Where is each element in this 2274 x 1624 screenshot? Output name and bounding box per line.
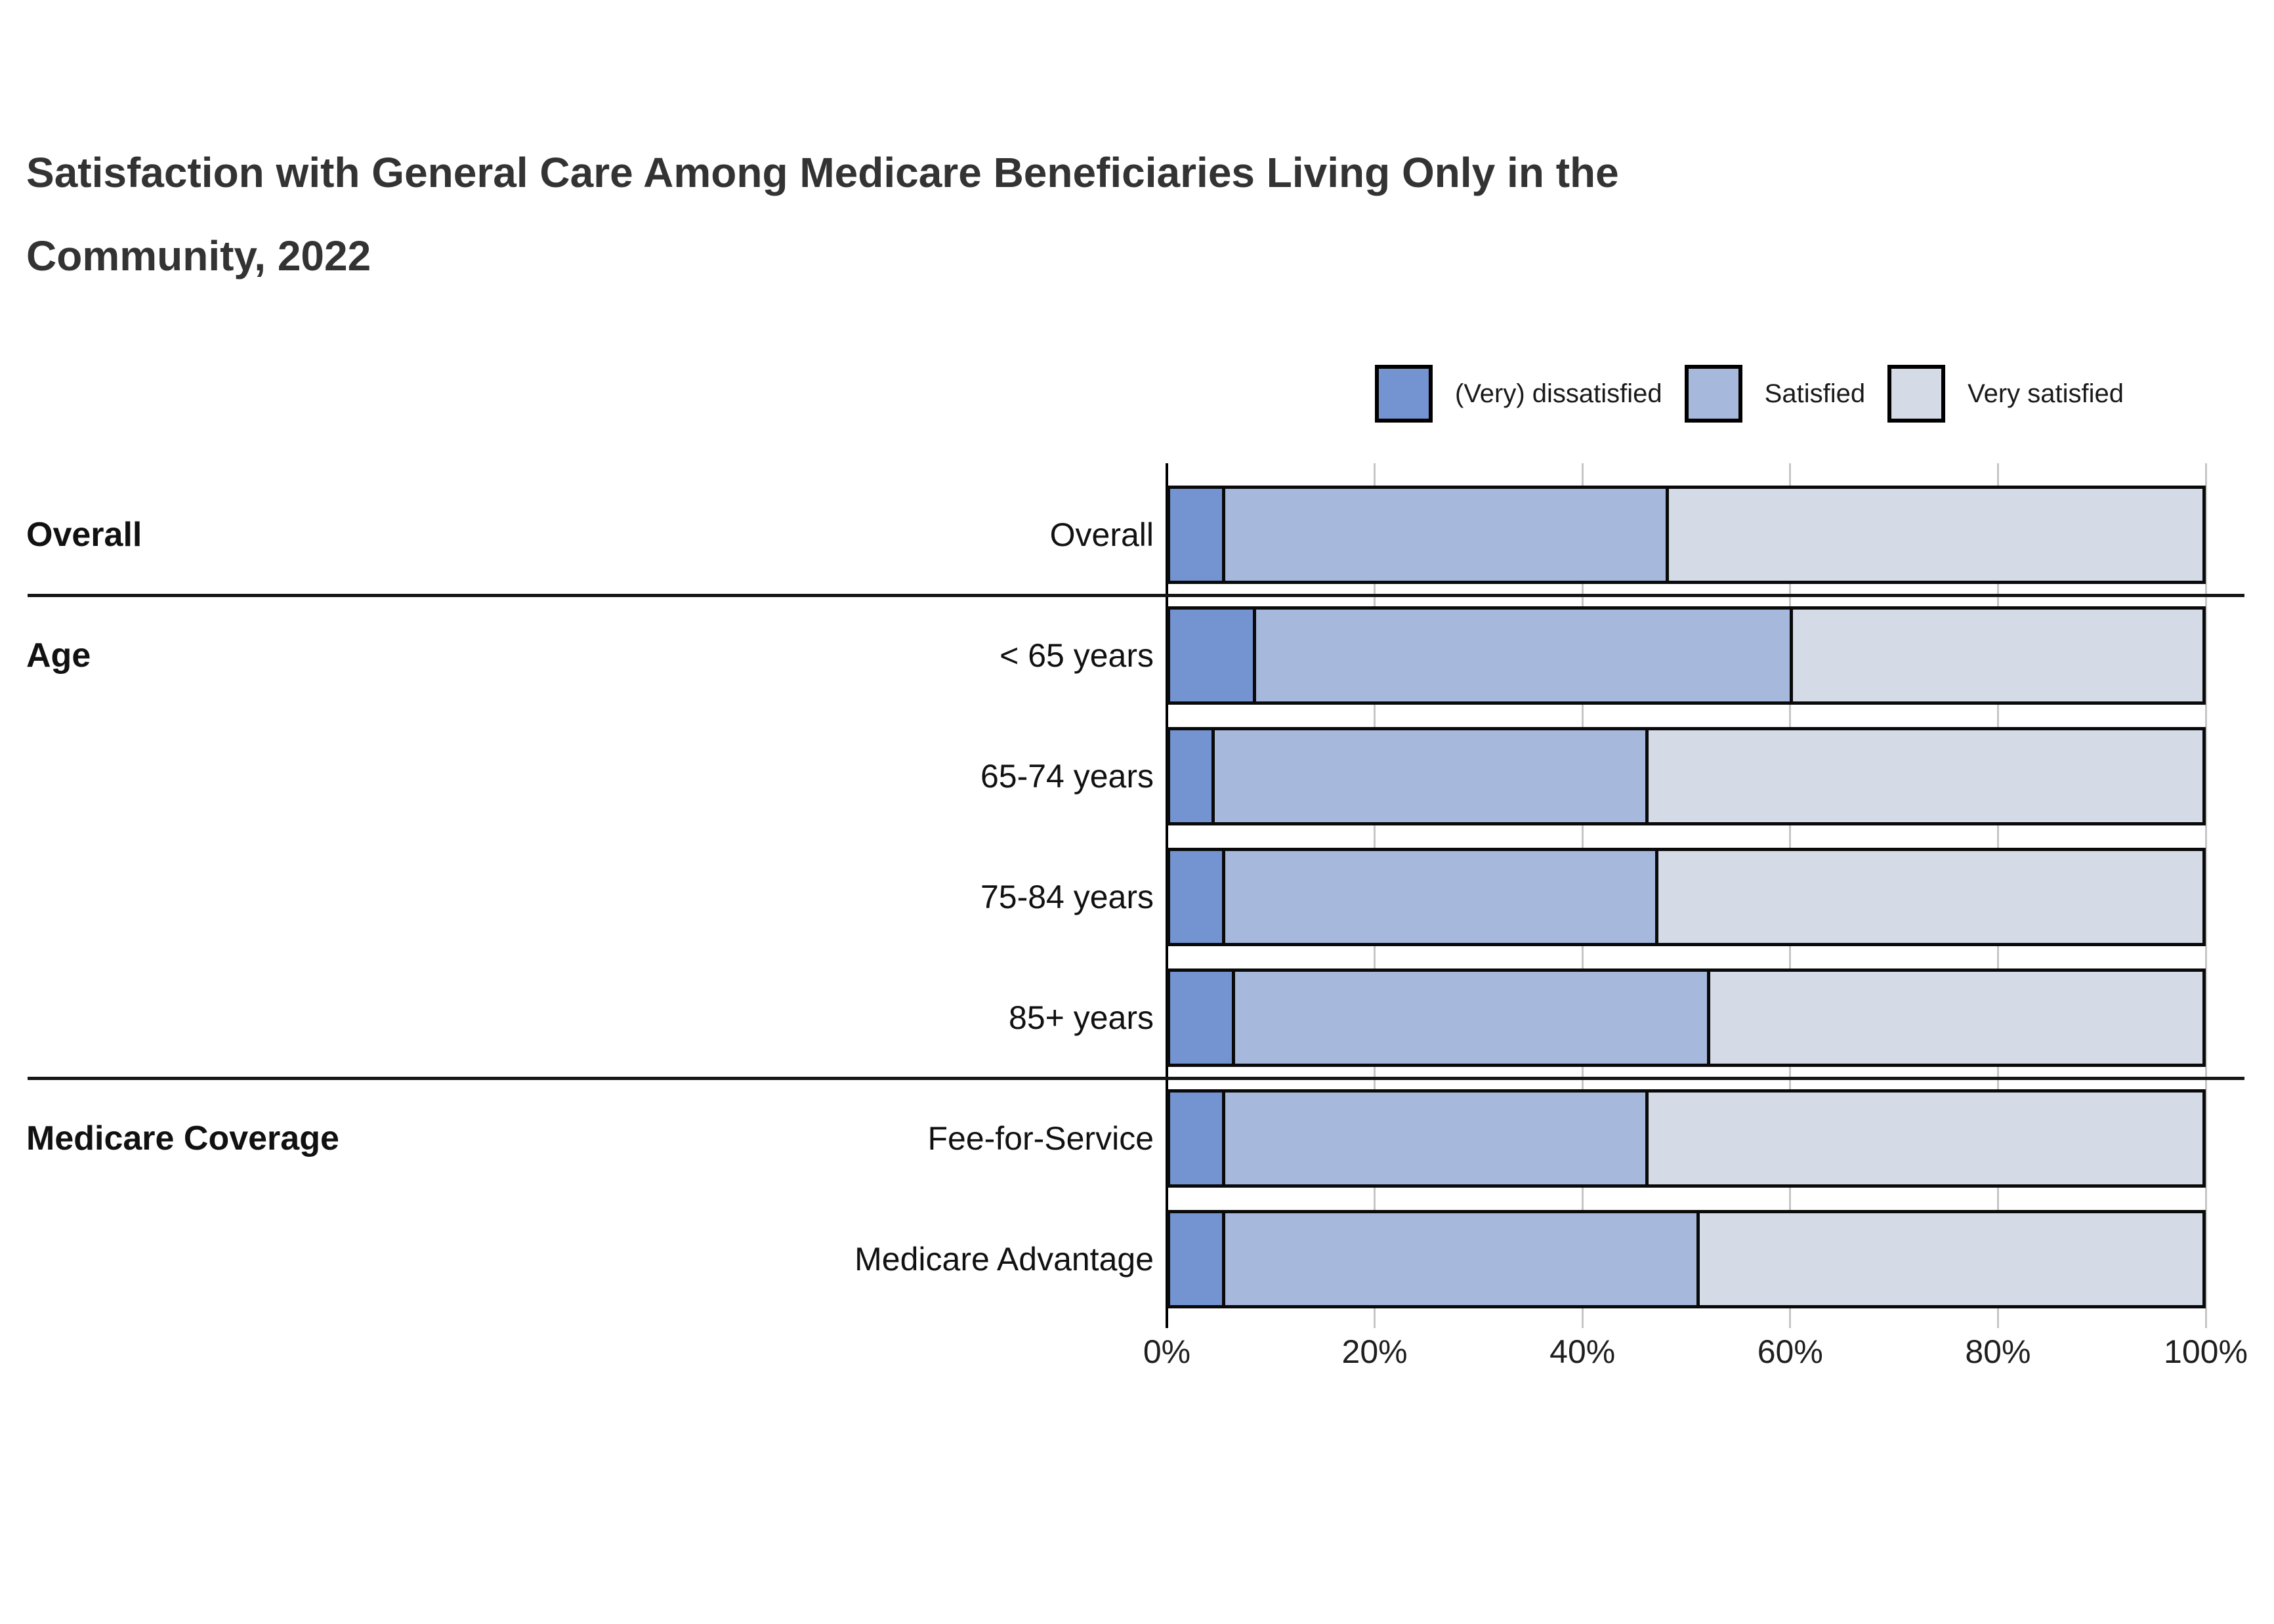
group-separator <box>28 593 2244 597</box>
group-label: Medicare Coverage <box>26 1119 339 1157</box>
bar-row <box>1167 1089 2206 1188</box>
bar-segment-very-satisfied <box>1696 1213 2202 1305</box>
row-label: 75-84 years <box>980 879 1154 915</box>
x-tick-label: 100% <box>2164 1333 2248 1370</box>
x-tick-label: 0% <box>1143 1333 1191 1370</box>
bar-segment-dissatisfied <box>1170 851 1222 943</box>
bar-row <box>1167 606 2206 705</box>
row-label: Overall <box>1049 516 1154 553</box>
legend-swatch-icon <box>1684 365 1742 423</box>
legend-label: (Very) dissatisfied <box>1455 379 1662 408</box>
x-tick-label: 20% <box>1341 1333 1408 1370</box>
x-tick-label: 60% <box>1757 1333 1823 1370</box>
chart-title-line-1: Satisfaction with General Care Among Med… <box>26 149 1619 196</box>
bar-segment-satisfied <box>1221 851 1656 943</box>
bar-segment-very-satisfied <box>1789 610 2202 701</box>
group-label: Overall <box>26 516 142 554</box>
bar-segment-dissatisfied <box>1170 1213 1222 1305</box>
legend-item: Very satisfied <box>1887 365 2124 423</box>
legend-label: Satisfied <box>1764 379 1866 408</box>
bar-segment-very-satisfied <box>1645 1093 2202 1184</box>
bar-row <box>1167 968 2206 1067</box>
bar-segment-dissatisfied <box>1170 610 1253 701</box>
bar-segment-very-satisfied <box>1666 489 2202 581</box>
bar-row <box>1167 727 2206 825</box>
bar-row <box>1167 848 2206 946</box>
bar-segment-very-satisfied <box>1655 851 2202 943</box>
bar-segment-satisfied <box>1232 972 1707 1064</box>
x-tick-label: 80% <box>1965 1333 2031 1370</box>
bar-segment-satisfied <box>1221 1093 1645 1184</box>
row-label: Medicare Advantage <box>854 1241 1154 1278</box>
row-label: < 65 years <box>1000 637 1154 674</box>
group-label: Age <box>26 636 91 675</box>
bar-row <box>1167 486 2206 584</box>
bar-segment-dissatisfied <box>1170 730 1211 822</box>
bar-row <box>1167 1210 2206 1308</box>
bar-segment-very-satisfied <box>1706 972 2202 1064</box>
chart-title: Satisfaction with General Care Among Med… <box>26 131 2244 298</box>
legend-item: (Very) dissatisfied <box>1375 365 1662 423</box>
bar-segment-satisfied <box>1211 730 1645 822</box>
legend-label: Very satisfied <box>1968 379 2124 408</box>
chart-title-line-2: Community, 2022 <box>26 232 371 280</box>
bar-segment-dissatisfied <box>1170 972 1232 1064</box>
gridline <box>2204 463 2207 1328</box>
bar-segment-dissatisfied <box>1170 489 1222 581</box>
bar-segment-dissatisfied <box>1170 1093 1222 1184</box>
group-separator <box>28 1076 2244 1080</box>
legend-swatch-icon <box>1375 365 1433 423</box>
legend: (Very) dissatisfied Satisfied Very satisfi… <box>1375 365 2124 423</box>
legend-item: Satisfied <box>1684 365 1866 423</box>
bar-segment-satisfied <box>1221 489 1666 581</box>
bar-segment-satisfied <box>1252 610 1790 701</box>
row-label: 65-74 years <box>980 758 1154 795</box>
legend-swatch-icon <box>1887 365 1946 423</box>
row-label: 85+ years <box>1009 999 1154 1036</box>
bar-segment-satisfied <box>1221 1213 1697 1305</box>
x-tick-label: 40% <box>1549 1333 1616 1370</box>
bar-segment-very-satisfied <box>1645 730 2202 822</box>
row-label: Fee-for-Service <box>927 1120 1154 1157</box>
